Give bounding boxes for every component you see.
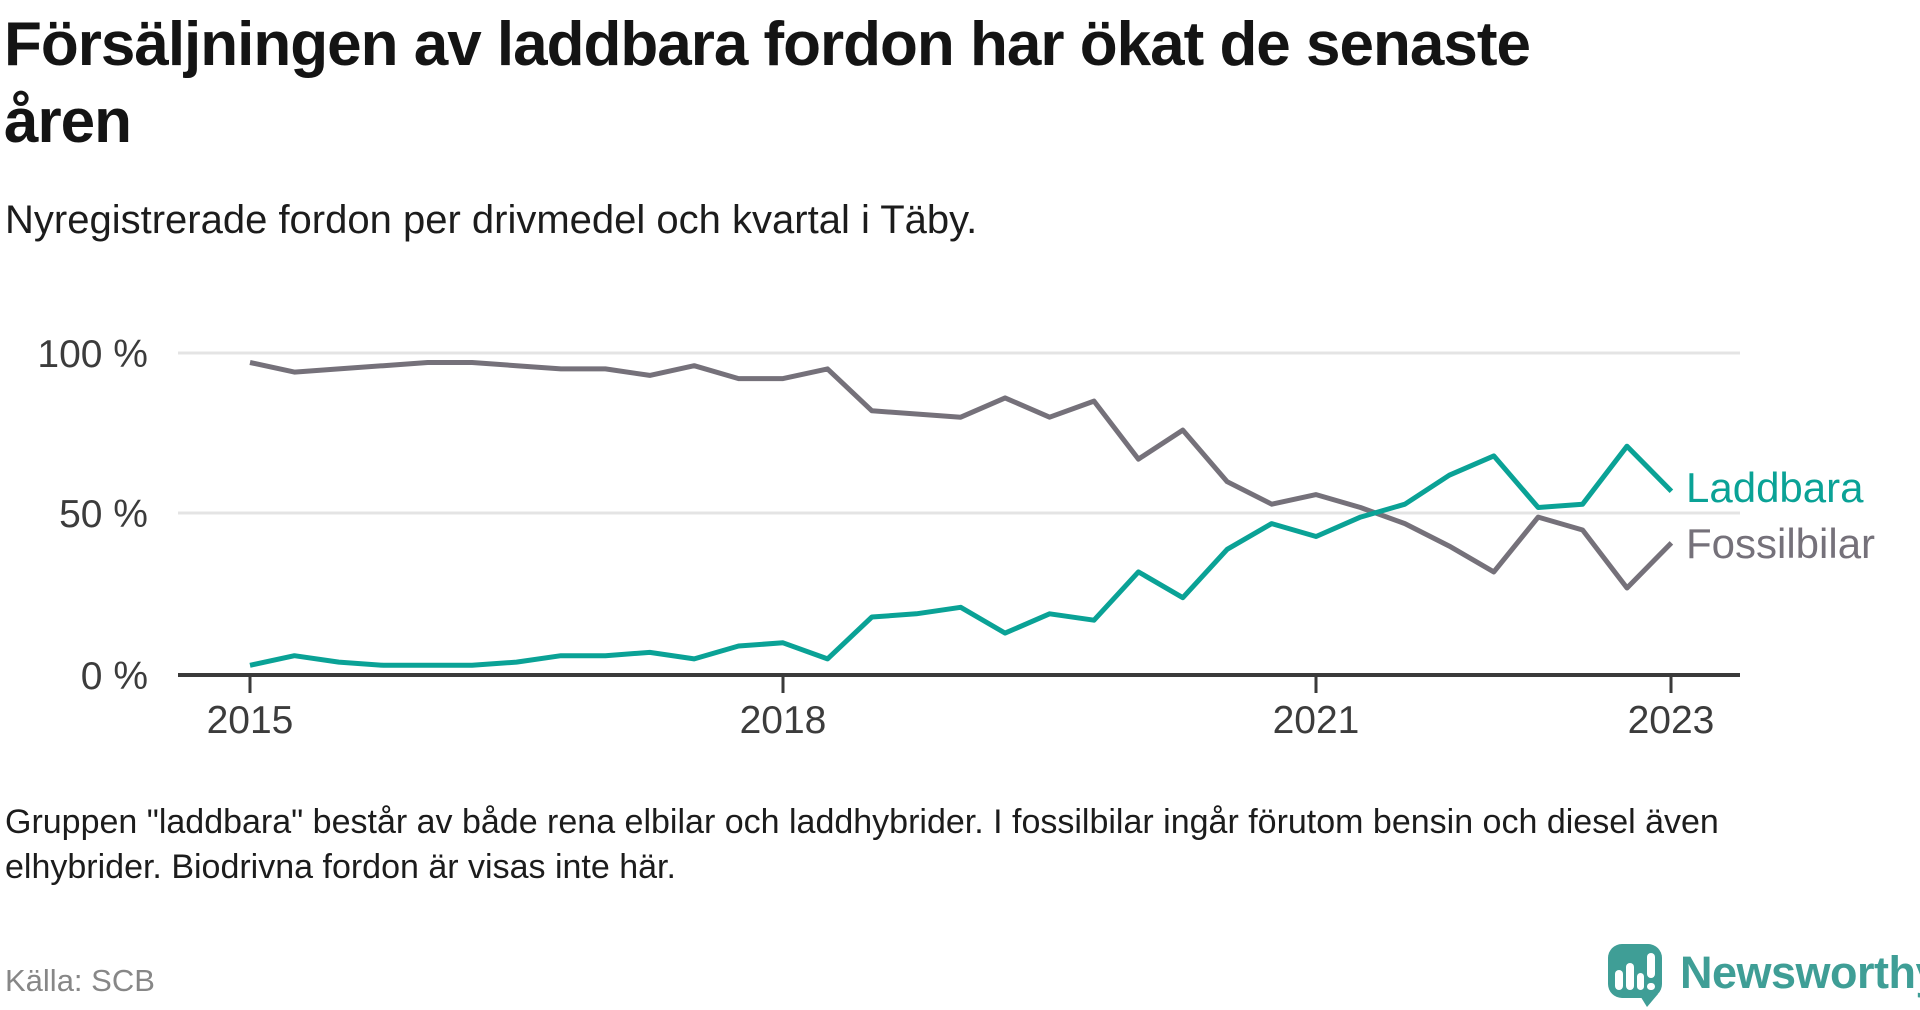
newsworthy-logo-text: Newsworthy	[1680, 947, 1920, 998]
logo-exclamation-bar	[1647, 953, 1655, 978]
series-line-laddbara	[249, 443, 1674, 668]
legend-fossilbilar: Fossilbilar	[1686, 520, 1876, 567]
y-tick-label-0: 0 %	[81, 655, 148, 698]
series-line-fossilbilar	[249, 360, 1674, 591]
y-tick-label-100: 100 %	[37, 333, 148, 376]
x-tick-label-2023: 2023	[1628, 699, 1715, 742]
x-tick-label-2015: 2015	[207, 699, 294, 742]
x-tick-label-2021: 2021	[1273, 699, 1360, 742]
x-tick-label-2018: 2018	[740, 699, 827, 742]
footnote: Gruppen "laddbara" består av både rena e…	[5, 800, 1719, 890]
footnote-line-1: Gruppen "laddbara" består av både rena e…	[5, 803, 1719, 841]
logo-bar-3	[1637, 973, 1644, 990]
logo-bar-1	[1615, 970, 1623, 990]
title-line-1: Försäljningen av laddbara fordon har öka…	[4, 10, 1531, 79]
line-chart: 100 % 50 % 0 % 2015 2018 2021 2023	[37, 333, 1740, 742]
series-lines	[249, 360, 1674, 668]
page-title: Försäljningen av laddbara fordon har öka…	[4, 6, 1531, 160]
y-tick-label-50: 50 %	[59, 493, 148, 536]
newsworthy-logo-icon	[1608, 944, 1662, 1007]
source-note: Källa: SCB	[5, 963, 155, 998]
footnote-line-2: elhybrider. Biodrivna fordon är visas in…	[5, 848, 676, 886]
newsworthy-logo: Newsworthy	[1606, 942, 1920, 1008]
logo-exclamation-dot	[1647, 983, 1655, 990]
chart-subtitle: Nyregistrerade fordon per drivmedel och …	[5, 198, 978, 242]
legend-laddbara: Laddbara	[1686, 464, 1864, 511]
title-line-2: åren	[4, 87, 132, 156]
logo-bar-2	[1626, 963, 1634, 990]
